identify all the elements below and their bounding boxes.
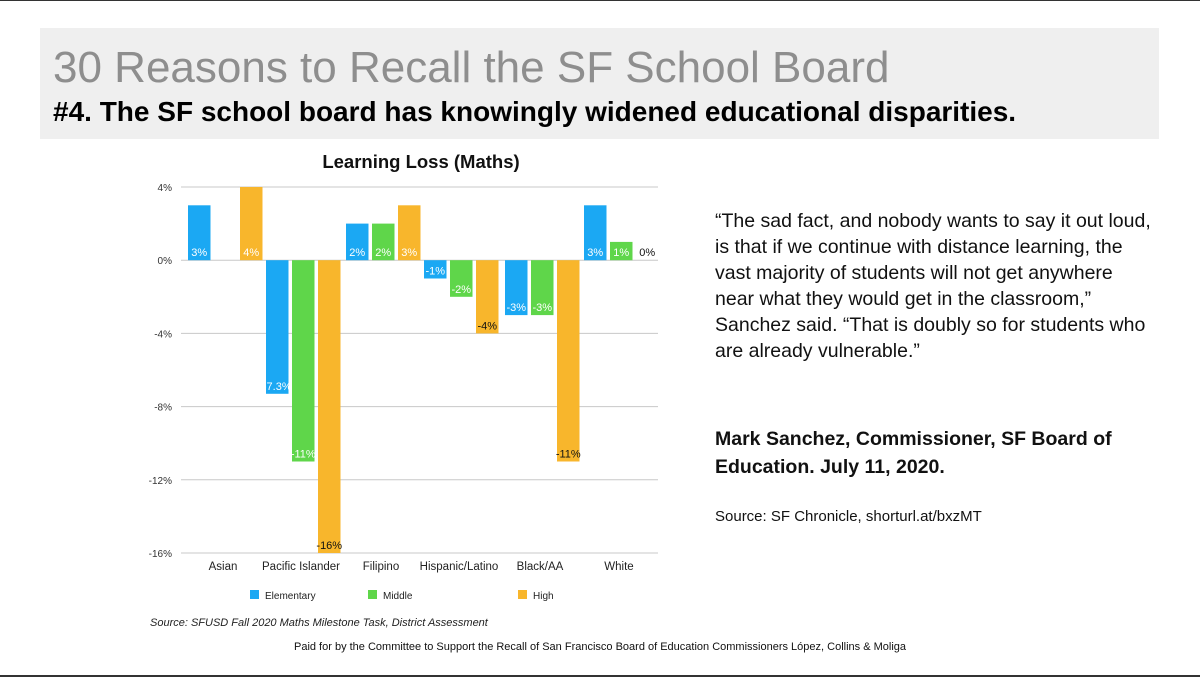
bar-elementary	[346, 223, 369, 261]
quote-source: Source: SF Chronicle, shorturl.at/bxzMT	[715, 508, 982, 525]
bar-high	[557, 260, 580, 462]
legend-label-middle: Middle	[383, 591, 413, 602]
data-label: 0%	[639, 247, 655, 259]
data-label: -2%	[451, 284, 471, 296]
sanchez-quote: “The sad fact, and nobody wants to say i…	[715, 210, 1151, 362]
data-label: -3%	[506, 302, 526, 314]
bar-high	[318, 260, 341, 553]
y-tick-label: -4%	[154, 329, 172, 340]
x-category-label: Pacific Islander	[262, 561, 340, 573]
data-label: 3%	[401, 247, 417, 259]
x-category-label: Black/AA	[517, 561, 564, 573]
data-label: 2%	[375, 247, 391, 259]
quote-attribution: Mark Sanchez, Commissioner, SF Board of …	[715, 428, 1112, 478]
legend-swatch-high	[518, 590, 527, 599]
y-tick-label: -8%	[154, 403, 172, 414]
bar-middle	[610, 241, 633, 261]
paid-for-footer: Paid for by the Committee to Support the…	[293, 641, 906, 653]
x-category-label: Filipino	[363, 561, 399, 573]
data-label: 1%	[613, 247, 629, 259]
bar-middle	[372, 223, 395, 261]
bar-high	[240, 187, 263, 261]
data-label: -4%	[477, 320, 497, 332]
bar-elementary	[266, 260, 289, 394]
data-label: 2%	[349, 247, 365, 259]
data-label: -16%	[316, 540, 342, 552]
bar-elementary	[505, 260, 528, 316]
bar-middle	[450, 260, 473, 297]
x-category-label: White	[604, 561, 633, 573]
data-label: -11%	[556, 449, 581, 461]
y-tick-label: -16%	[149, 549, 172, 560]
bar-high	[476, 260, 499, 334]
x-category-label: Hispanic/Latino	[420, 561, 499, 573]
bar-elementary	[424, 260, 447, 279]
bar-middle	[292, 260, 315, 462]
y-tick-label: 4%	[158, 183, 173, 194]
frame-top-border	[0, 0, 1200, 1]
data-label: 3%	[191, 247, 207, 259]
bar-middle	[531, 260, 554, 316]
bar-elementary	[188, 205, 211, 261]
legend-label-elementary: Elementary	[265, 591, 316, 602]
data-label: -3%	[532, 302, 552, 314]
frame-bottom-border	[0, 675, 1200, 677]
data-label: -7.3%	[263, 381, 292, 393]
chart-source-note: Source: SFUSD Fall 2020 Maths Milestone …	[150, 617, 488, 629]
legend-label-high: High	[533, 591, 554, 602]
y-tick-label: 0%	[158, 256, 173, 267]
legend-swatch-middle	[368, 590, 377, 599]
slide-subtitle: #4. The SF school board has knowingly wi…	[53, 96, 1017, 127]
data-label: -11%	[291, 449, 316, 461]
y-tick-label: -12%	[149, 476, 172, 487]
data-label: 3%	[587, 247, 603, 259]
x-category-label: Asian	[209, 561, 238, 573]
data-label: 4%	[243, 247, 259, 259]
data-label: -1%	[425, 266, 445, 278]
learning-loss-chart: Learning Loss (Maths) 4% 0% -4% -8% -12% -16% 3…	[149, 151, 658, 602]
bar-high	[398, 205, 421, 261]
chart-title: Learning Loss (Maths)	[322, 151, 519, 172]
legend-swatch-elementary	[250, 590, 259, 599]
slide-title: 30 Reasons to Recall the SF School Board	[53, 43, 890, 92]
header-band	[40, 28, 1159, 139]
bar-elementary	[584, 205, 607, 261]
